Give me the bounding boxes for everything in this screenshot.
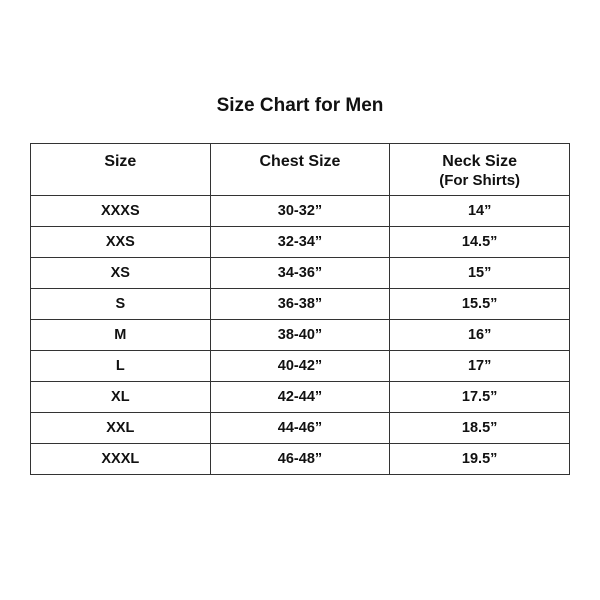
cell-neck: 17.5” (389, 381, 570, 413)
cell-size: S (30, 288, 211, 320)
cell-size: M (30, 319, 211, 351)
table-row: XL 42-44” 17.5” (30, 381, 570, 413)
table-row: XXL 44-46” 18.5” (30, 412, 570, 444)
header-row: Size Chest Size Neck Size (For Shirts) (30, 143, 570, 196)
cell-neck: 17” (389, 350, 570, 382)
table-row: XXXS 30-32” 14” (30, 195, 570, 227)
cell-neck: 14” (389, 195, 570, 227)
cell-chest: 34-36” (209, 257, 391, 289)
table-row: XS 34-36” 15” (30, 257, 570, 289)
cell-size: L (30, 350, 211, 382)
page-title: Size Chart for Men (216, 95, 384, 116)
header-neck: Neck Size (For Shirts) (389, 143, 570, 196)
cell-neck: 18.5” (389, 412, 570, 444)
size-chart-table: Size Chest Size Neck Size (For Shirts) XX… (30, 143, 570, 475)
table-row: XXXL 46-48” 19.5” (30, 443, 570, 475)
table-row: L 40-42” 17” (30, 350, 570, 382)
cell-chest: 32-34” (209, 226, 391, 258)
cell-size: XXS (30, 226, 211, 258)
table-row: M 38-40” 16” (30, 319, 570, 351)
cell-neck: 15” (389, 257, 570, 289)
table-row: S 36-38” 15.5” (30, 288, 570, 320)
cell-chest: 38-40” (209, 319, 391, 351)
cell-chest: 44-46” (209, 412, 391, 444)
cell-neck: 19.5” (389, 443, 570, 475)
cell-neck: 15.5” (389, 288, 570, 320)
header-size: Size (30, 143, 211, 196)
cell-size: XL (30, 381, 211, 413)
header-neck-label: Neck Size (442, 153, 517, 170)
cell-size: XXXL (30, 443, 211, 475)
cell-neck: 16” (389, 319, 570, 351)
cell-chest: 40-42” (209, 350, 391, 382)
cell-chest: 46-48” (209, 443, 391, 475)
cell-size: XS (30, 257, 211, 289)
cell-chest: 30-32” (209, 195, 391, 227)
table-row: XXS 32-34” 14.5” (30, 226, 570, 258)
cell-chest: 42-44” (209, 381, 391, 413)
cell-size: XXXS (30, 195, 211, 227)
cell-chest: 36-38” (209, 288, 391, 320)
cell-neck: 14.5” (389, 226, 570, 258)
header-neck-sub: (For Shirts) (439, 172, 521, 189)
header-chest: Chest Size (209, 143, 391, 196)
cell-size: XXL (30, 412, 211, 444)
